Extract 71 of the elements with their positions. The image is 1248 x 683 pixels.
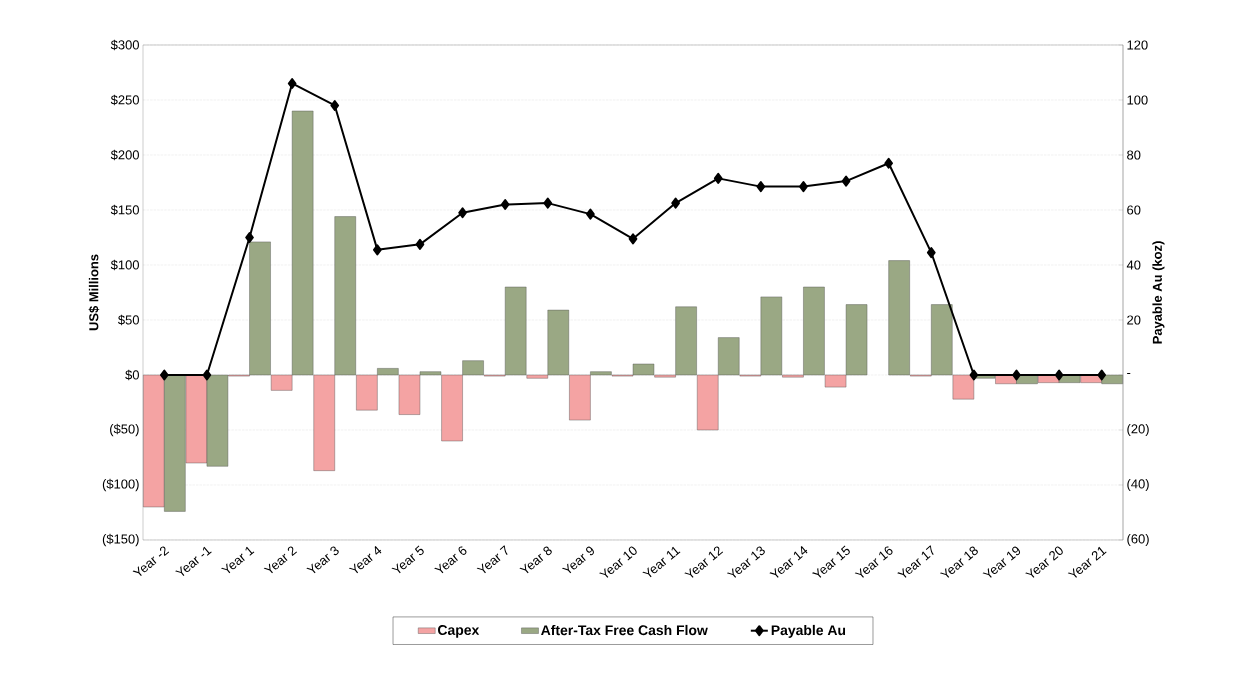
point: [500, 199, 510, 210]
y2-tick-label: 100: [1127, 95, 1148, 105]
point: [202, 369, 212, 381]
point: [756, 181, 766, 193]
x-tick-label: Year 10: [599, 546, 637, 578]
x-tick-label: Year 16: [854, 546, 893, 578]
point: [415, 238, 425, 250]
point: [287, 78, 297, 89]
y-tick-label: $200: [110, 149, 139, 161]
legend-label: Payable Au: [771, 624, 846, 638]
y-tick-label: $0: [125, 369, 139, 381]
x-tick-label: Year 2: [263, 546, 298, 574]
y2-tick-label: (20): [1127, 423, 1149, 437]
y-tick-label: ($150): [102, 533, 139, 547]
x-tick-label: Year 19: [982, 546, 1021, 578]
point: [713, 172, 723, 184]
x-tick-label: Year 21: [1067, 546, 1107, 578]
point: [373, 244, 382, 256]
x-tick-label: Year 4: [348, 546, 382, 574]
point: [671, 197, 680, 209]
y2-tick-label: (60): [1127, 533, 1149, 547]
x-tick-label: Year 7: [476, 545, 508, 574]
x-tick-label: Year 1: [221, 546, 255, 574]
point: [159, 369, 169, 381]
y-tick-label: ($100): [102, 478, 139, 492]
y2-tick-label: 40: [1126, 260, 1141, 270]
point: [799, 181, 808, 193]
point: [458, 207, 467, 219]
point: [841, 175, 851, 187]
point: [1054, 369, 1064, 381]
y-tick-label: $300: [110, 39, 139, 51]
point: [884, 157, 894, 169]
x-tick-label: Year 13: [726, 546, 765, 578]
y-tick-label: $100: [110, 259, 139, 271]
y2-tick-label: 60: [1127, 205, 1141, 215]
x-tick-label: Year 15: [812, 545, 850, 578]
y2-axis-title: Payable Au (koz): [1152, 241, 1165, 344]
y2-tick-label: 20: [1127, 315, 1141, 325]
x-tick-label: Year 9: [561, 546, 594, 574]
y-tick-label: $250: [110, 94, 139, 106]
point: [1012, 369, 1021, 381]
x-tick-label: Year 5: [391, 545, 424, 574]
x-tick-label: Year 11: [642, 546, 681, 578]
x-tick-label: Year 8: [519, 546, 552, 574]
legend-label: After-Tax Free Cash Flow: [541, 624, 708, 636]
y-tick-label: $150: [110, 204, 139, 216]
point: [543, 197, 553, 209]
x-tick-label: Year 17: [897, 545, 934, 578]
x-tick-label: Year 20: [1025, 546, 1063, 578]
y2-tick-label: (40): [1127, 478, 1149, 492]
y2-tick-label: -: [1127, 373, 1131, 375]
x-tick-label: Year 6: [434, 546, 467, 574]
x-tick-label: Year -1: [175, 546, 212, 576]
x-tick-label: Year 14: [769, 546, 808, 578]
legend-label: Capex: [438, 625, 480, 638]
y-tick-label: $50: [118, 314, 139, 326]
y-axis-title: US$ Millions: [88, 254, 100, 331]
y2-tick-label: 80: [1127, 150, 1141, 160]
point: [586, 208, 595, 220]
point: [1097, 369, 1107, 381]
x-tick-label: Year 18: [939, 546, 978, 578]
x-tick-label: Year -2: [132, 546, 170, 577]
point: [330, 100, 340, 111]
y2-tick-label: 120: [1127, 40, 1148, 50]
point: [245, 232, 254, 243]
point: [628, 233, 638, 245]
point: [969, 369, 979, 381]
point: [926, 247, 936, 259]
y-tick-label: ($50): [110, 423, 139, 437]
x-tick-label: Year 3: [306, 546, 339, 574]
x-tick-label: Year 12: [684, 546, 724, 578]
